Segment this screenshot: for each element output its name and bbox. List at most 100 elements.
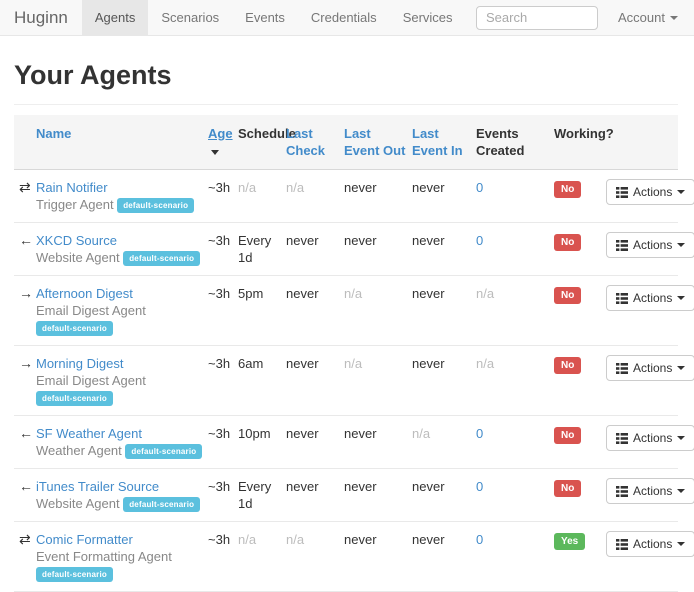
last-check-cell: never <box>286 345 344 416</box>
header-schedule: Schedule <box>238 115 296 170</box>
nav-item-credentials[interactable]: Credentials <box>310 10 377 25</box>
last-event-in-cell: never <box>412 170 476 223</box>
last-check-cell: never <box>286 468 344 522</box>
working-status-badge: No <box>554 427 582 444</box>
agent-name-link[interactable]: Morning Digest <box>36 356 124 371</box>
last-event-out-cell-value: n/a <box>344 356 363 371</box>
working-status-badge: Yes <box>554 533 586 550</box>
scenario-badge[interactable]: default-scenario <box>117 198 195 213</box>
events-created-cell: 0 <box>476 468 554 522</box>
last-event-out-cell: never <box>344 521 412 592</box>
account-dropdown[interactable]: Account <box>598 10 694 25</box>
agent-direction-cell: → <box>14 345 36 416</box>
events-created-cell-value[interactable]: 0 <box>476 233 484 248</box>
chevron-down-icon <box>677 243 686 247</box>
schedule-cell: n/a <box>238 170 286 223</box>
agent-row: → Morning Digest Email Digest Agent defaul… <box>14 345 694 416</box>
agent-name-link[interactable]: iTunes Trailer Source <box>36 479 160 494</box>
agent-type-label: Trigger Agent <box>36 197 114 212</box>
header-last-event-in[interactable]: Last Event In <box>412 115 476 170</box>
arrow-left-icon: ← <box>19 478 33 494</box>
agent-name-link[interactable]: Rain Notifier <box>36 180 108 195</box>
header-working: Working? <box>554 115 614 170</box>
th-list-icon <box>616 239 628 251</box>
arrow-left-icon: ← <box>19 232 33 248</box>
agent-direction-cell: ⇄ <box>14 170 36 223</box>
scenario-badge[interactable]: default-scenario <box>123 251 201 266</box>
actions-button-label: Actions <box>633 185 673 199</box>
nav-item-agents[interactable]: Agents <box>81 0 149 35</box>
header-last-event-out[interactable]: Last Event Out <box>344 115 412 170</box>
agent-name-link[interactable]: Afternoon Digest <box>36 286 133 301</box>
agent-name-link[interactable]: Comic Formatter <box>36 532 133 547</box>
agent-name-cell: Afternoon Digest Email Digest Agent defau… <box>36 275 208 346</box>
last-check-cell-value: never <box>286 233 319 248</box>
last-check-cell: never <box>286 275 344 346</box>
last-event-out-cell: never <box>344 222 412 276</box>
agent-type-label: Website Agent <box>36 496 120 511</box>
events-created-cell-value[interactable]: 0 <box>476 532 484 547</box>
agent-row: ← XKCD Source Website Agent default-scenar… <box>14 222 694 276</box>
working-status-badge: No <box>554 287 582 304</box>
working-cell: No <box>554 170 606 223</box>
actions-cell: Actions <box>606 275 694 346</box>
scenario-badge[interactable]: default-scenario <box>36 321 113 336</box>
last-event-out-cell: never <box>344 468 412 522</box>
age-cell: ~3h <box>208 275 238 346</box>
agent-type-label: Event Formatting Agent <box>36 549 172 564</box>
chevron-down-icon <box>670 15 678 20</box>
header-age-link[interactable]: Age <box>208 126 233 141</box>
events-created-cell-value[interactable]: 0 <box>476 426 484 441</box>
agent-row: ⇄ Rain Notifier Trigger Agent default-scen… <box>14 170 694 223</box>
age-cell: ~3h <box>208 345 238 416</box>
working-cell: No <box>554 222 606 276</box>
agent-name-link[interactable]: XKCD Source <box>36 233 117 248</box>
agent-direction-cell: → <box>14 275 36 346</box>
last-check-cell-value: never <box>286 479 319 494</box>
schedule-cell: 6am <box>238 345 286 416</box>
chevron-down-icon <box>677 296 686 300</box>
nav-item-scenarios[interactable]: Scenarios <box>161 10 220 25</box>
header-name[interactable]: Name <box>36 115 208 170</box>
main-nav: Agents Scenarios Events Credentials Serv… <box>81 0 466 35</box>
nav-item-events[interactable]: Events <box>245 10 285 25</box>
actions-button[interactable]: Actions <box>606 232 694 258</box>
events-created-cell-value[interactable]: 0 <box>476 479 484 494</box>
th-list-icon <box>616 538 628 550</box>
actions-button-label: Actions <box>633 537 673 551</box>
last-event-out-cell-value: never <box>344 233 377 248</box>
actions-button[interactable]: Actions <box>606 531 694 557</box>
actions-button[interactable]: Actions <box>606 355 694 381</box>
actions-button-label: Actions <box>633 361 673 375</box>
last-check-cell: n/a <box>286 170 344 223</box>
nav-item-services[interactable]: Services <box>402 10 453 25</box>
schedule-cell-value: 5pm <box>238 286 264 301</box>
brand-link[interactable]: Huginn <box>14 8 68 27</box>
agent-type-label: Email Digest Agent <box>36 303 146 318</box>
agent-row: ← SF Weather Agent Weather Agent default-s… <box>14 415 694 469</box>
search-input[interactable] <box>476 5 599 30</box>
last-event-in-cell-value: never <box>412 532 445 547</box>
actions-button[interactable]: Actions <box>606 285 694 311</box>
age-cell: ~3h <box>208 222 238 276</box>
age-cell: ~3h <box>208 180 231 195</box>
th-list-icon <box>616 292 628 304</box>
last-event-out-cell: n/a <box>344 345 412 416</box>
working-status-badge: No <box>554 181 582 198</box>
last-event-in-cell-value: never <box>412 180 445 195</box>
actions-button[interactable]: Actions <box>606 478 694 504</box>
agent-name-link[interactable]: SF Weather Agent <box>36 426 142 441</box>
schedule-cell-value: 10pm <box>238 426 271 441</box>
scenario-badge[interactable]: default-scenario <box>36 567 113 582</box>
events-created-cell-value[interactable]: 0 <box>476 180 484 195</box>
scenario-badge[interactable]: default-scenario <box>36 391 113 406</box>
table-header-row: Name Age Schedule Last Check Last Event … <box>14 115 678 170</box>
actions-button[interactable]: Actions <box>606 425 694 451</box>
actions-button[interactable]: Actions <box>606 179 694 205</box>
actions-button-label: Actions <box>633 484 673 498</box>
header-last-check[interactable]: Last Check <box>286 115 344 170</box>
scenario-badge[interactable]: default-scenario <box>125 444 203 459</box>
scenario-badge[interactable]: default-scenario <box>123 497 201 512</box>
last-event-in-cell: never <box>412 468 476 522</box>
age-cell: ~3h <box>208 468 238 522</box>
